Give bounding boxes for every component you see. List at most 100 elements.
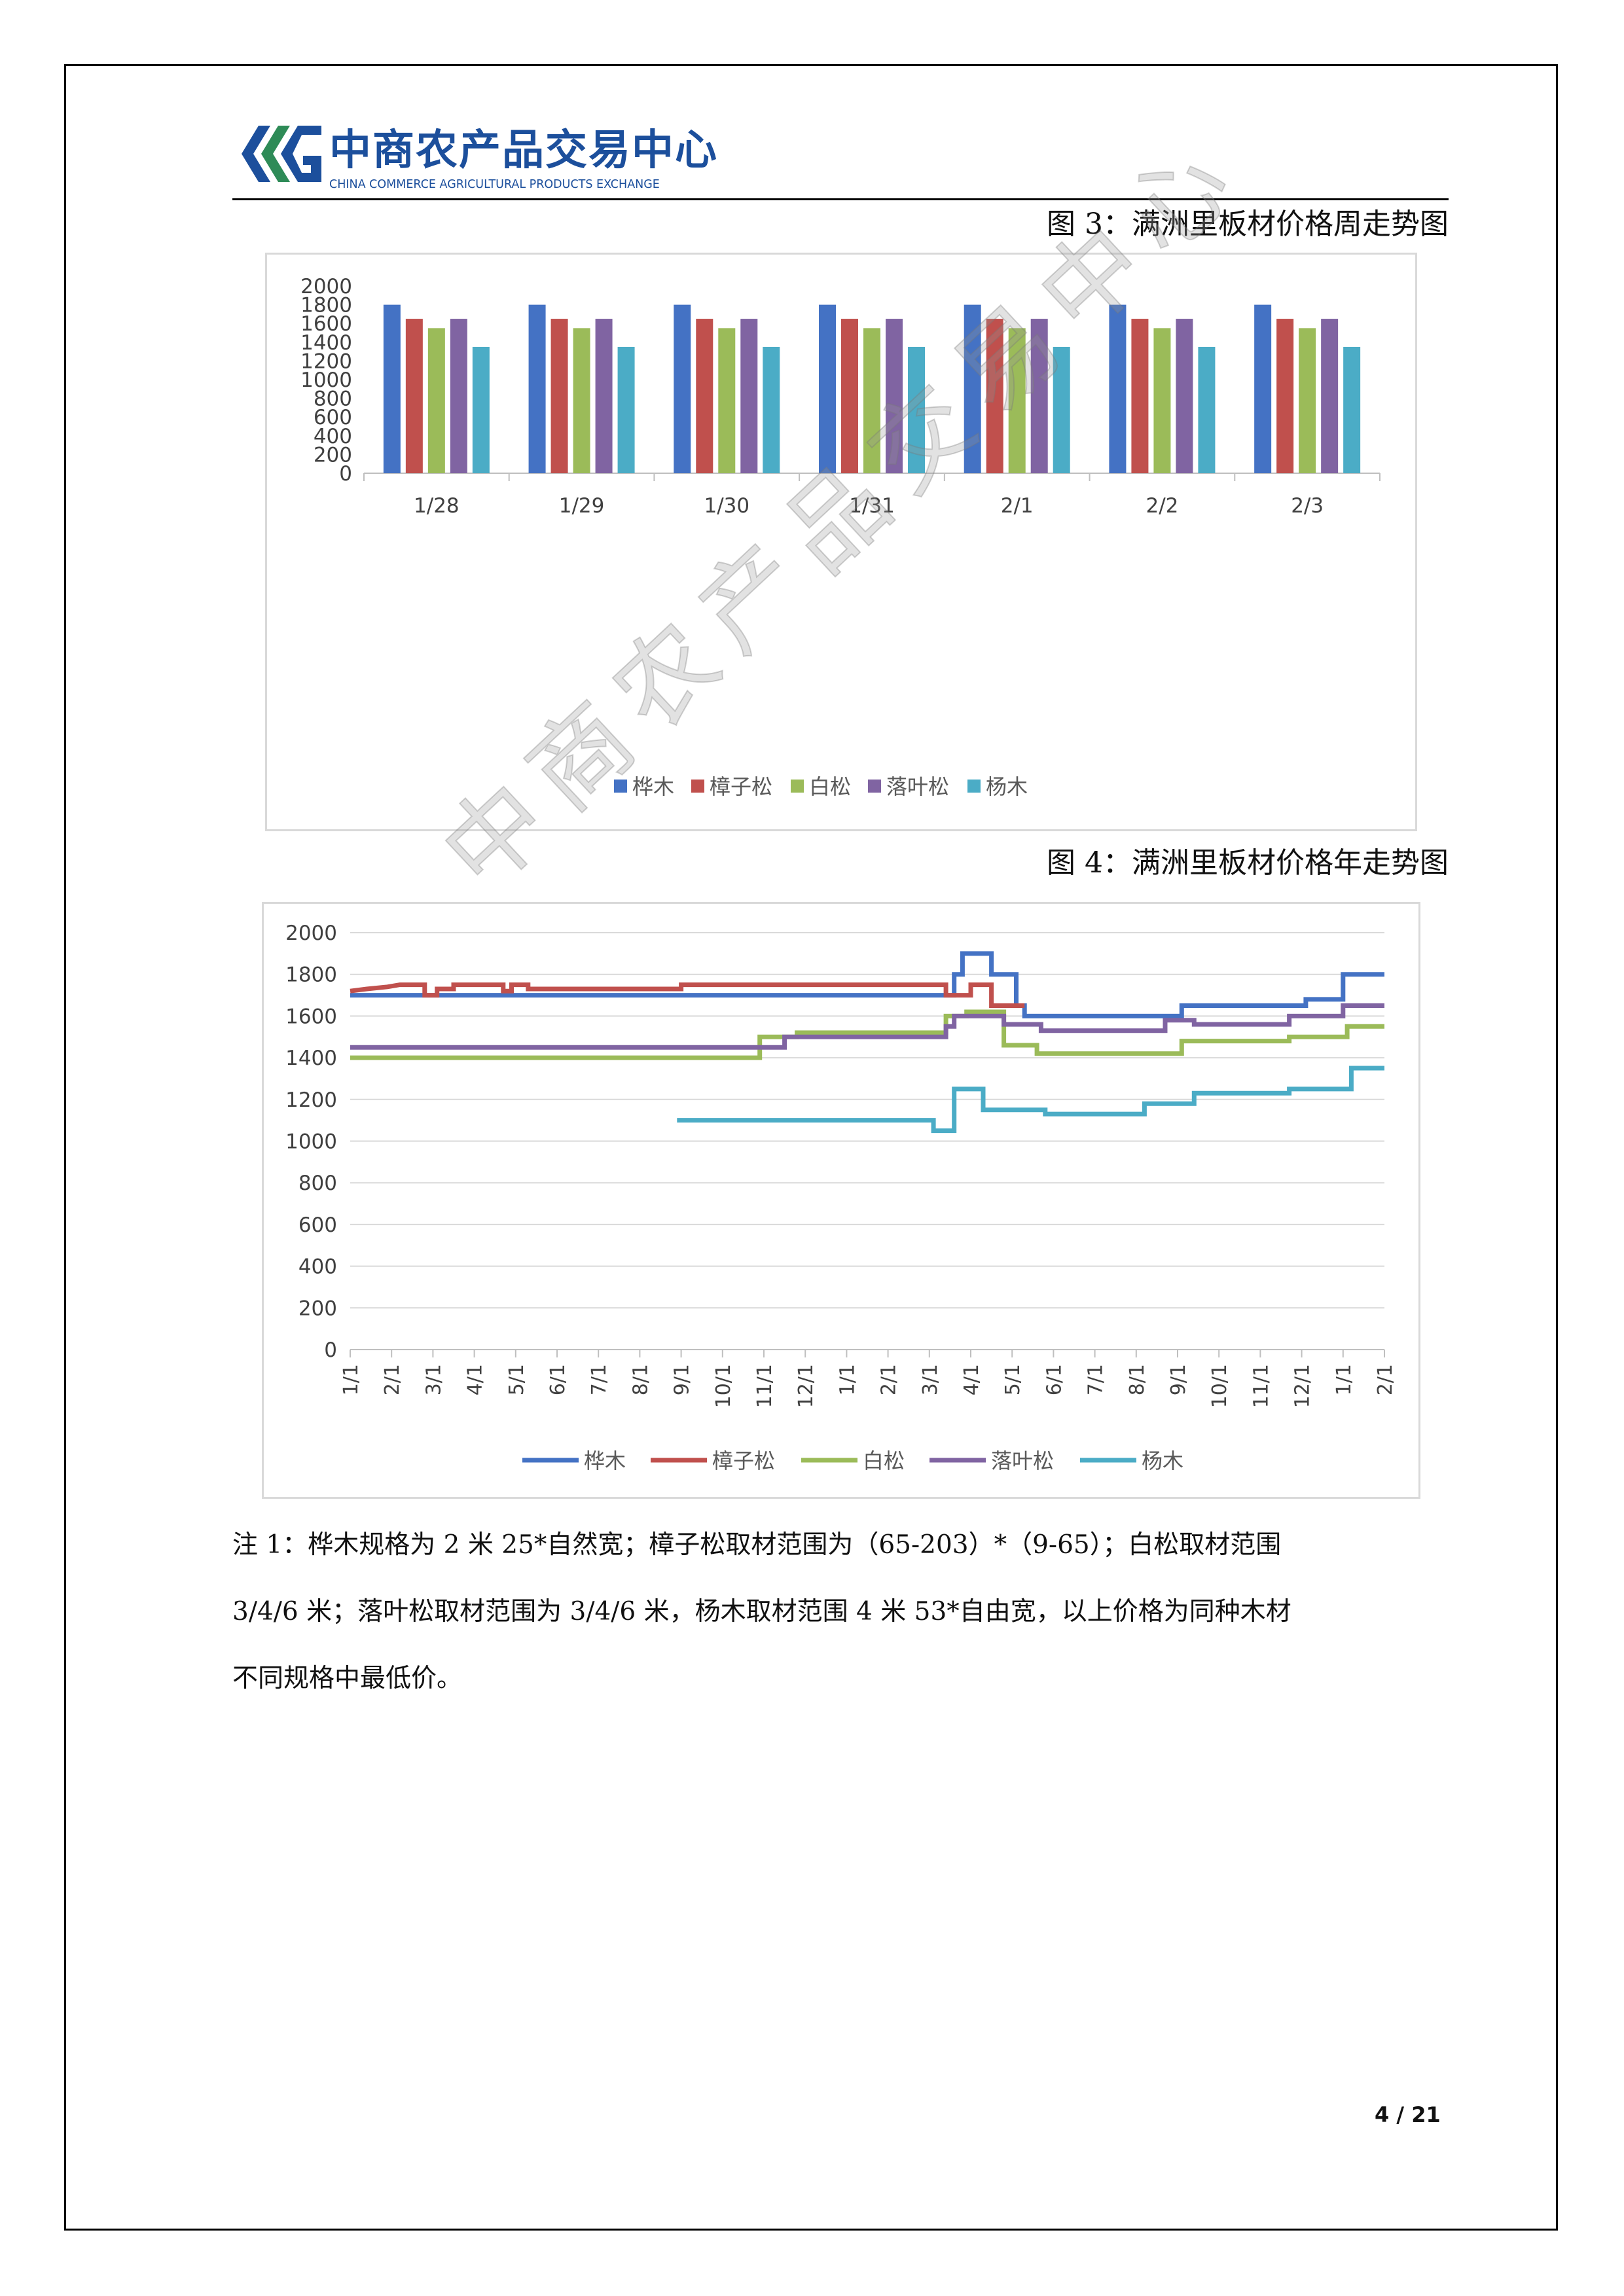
bar-落叶松 — [740, 319, 758, 473]
bar-白松 — [1008, 328, 1026, 473]
bar-樟子松 — [841, 319, 858, 473]
x-tick-label: 2/2 — [1146, 494, 1178, 518]
yearly-line-chart: 0 200 400 600 800 1000 1200 1400 1600 1800 2000 1/1… — [262, 902, 1420, 1499]
series-line-落叶松 — [350, 1003, 1384, 1050]
bar-落叶松 — [595, 319, 613, 473]
x-tick-label: 7/1 — [588, 1364, 611, 1395]
x-tick-label: 6/1 — [547, 1364, 569, 1395]
bar-樟子松 — [986, 319, 1003, 473]
note-line-1: 注 1：桦木规格为 2 米 25*自然宽；樟子松取材范围为（65-203）*（9… — [232, 1530, 1282, 1560]
page-frame — [64, 64, 1558, 2231]
x-tick-label: 1/28 — [414, 494, 460, 518]
bar-落叶松 — [1030, 319, 1048, 473]
series-line-樟子松 — [350, 982, 1025, 1008]
y-tick-label: 1800 — [300, 294, 352, 317]
bar-桦木 — [383, 304, 401, 473]
x-tick-label: 1/1 — [1333, 1364, 1356, 1395]
y-tick-label: 600 — [298, 1213, 337, 1237]
y-tick-label: 400 — [298, 1255, 337, 1279]
legend-label: 杨木 — [986, 774, 1028, 799]
y-tick-label: 1600 — [300, 312, 352, 336]
x-tick-label: 2/1 — [878, 1364, 901, 1395]
x-tick-label: 1/29 — [559, 494, 605, 518]
y-tick-label: 1800 — [285, 963, 337, 987]
legend-swatch — [791, 780, 804, 793]
x-tick-label: 3/1 — [422, 1364, 445, 1395]
x-tick-label: 5/1 — [505, 1364, 528, 1395]
legend-label: 桦木 — [632, 774, 674, 799]
x-tick-label: 2/1 — [1001, 494, 1034, 518]
bar-桦木 — [1109, 304, 1127, 473]
legend-swatch — [691, 780, 704, 793]
bar-白松 — [863, 328, 880, 473]
x-tick-label: 11/1 — [753, 1364, 776, 1408]
y-tick-label: 600 — [314, 406, 352, 429]
y-tick-label: 1200 — [285, 1088, 337, 1112]
legend-label: 白松 — [809, 774, 851, 799]
series-line-杨木 — [677, 1066, 1384, 1134]
x-tick-label: 4/1 — [960, 1364, 983, 1395]
legend-swatch — [614, 780, 627, 793]
legend-label: 落叶松 — [886, 774, 949, 799]
x-tick-label: 2/1 — [381, 1364, 404, 1395]
figure3-title: 图 3：满洲里板材价格周走势图 — [1047, 207, 1449, 241]
x-tick-label: 9/1 — [1167, 1364, 1190, 1395]
x-tick-label: 11/1 — [1250, 1364, 1272, 1408]
y-tick-label: 1400 — [285, 1047, 337, 1070]
note-line-3: 不同规格中最低价。 — [232, 1664, 463, 1693]
x-tick-label: 6/1 — [1043, 1364, 1066, 1395]
logo-english-name: CHINA COMMERCE AGRICULTURAL PRODUCTS EXC… — [329, 178, 660, 191]
header-rule — [232, 198, 1449, 200]
x-tick-label: 4/1 — [464, 1364, 487, 1395]
x-tick-label: 2/3 — [1291, 494, 1324, 518]
note-line-2: 3/4/6 米；落叶松取材范围为 3/4/6 米，杨木取材范围 4 米 53*自… — [232, 1597, 1291, 1626]
bar-杨木 — [617, 346, 635, 473]
y-tick-label: 1000 — [285, 1130, 337, 1154]
bar-桦木 — [674, 304, 691, 473]
legend-swatch — [967, 780, 981, 793]
bar-杨木 — [1053, 346, 1070, 473]
legend-label: 白松 — [863, 1448, 905, 1473]
y-tick-label: 1600 — [285, 1005, 337, 1028]
x-tick-label: 10/1 — [1208, 1364, 1231, 1408]
y-tick-label: 2000 — [300, 275, 352, 298]
bar-杨木 — [763, 346, 780, 473]
figure4-title: 图 4：满洲里板材价格年走势图 — [1047, 846, 1449, 880]
page-number: 4 / 21 — [1375, 2102, 1441, 2127]
legend-label: 杨木 — [1142, 1448, 1183, 1473]
bar-落叶松 — [450, 319, 467, 473]
x-tick-label: 12/1 — [795, 1364, 818, 1408]
y-tick-label: 200 — [314, 443, 352, 467]
legend-label: 樟子松 — [710, 774, 772, 799]
bar-桦木 — [964, 304, 981, 473]
bar-白松 — [718, 328, 736, 473]
bar-落叶松 — [886, 319, 903, 473]
legend-swatch — [868, 780, 881, 793]
y-tick-label: 1000 — [300, 368, 352, 392]
legend-label: 落叶松 — [991, 1448, 1054, 1473]
y-tick-label: 0 — [339, 462, 352, 486]
bar-白松 — [1153, 328, 1171, 473]
bar-杨木 — [1198, 346, 1216, 473]
bar-樟子松 — [405, 319, 423, 473]
x-tick-label: 12/1 — [1291, 1364, 1314, 1408]
bar-樟子松 — [550, 319, 568, 473]
bar-杨木 — [1343, 346, 1361, 473]
y-tick-label: 1400 — [300, 331, 352, 355]
legend-label: 桦木 — [584, 1448, 626, 1473]
bar-白松 — [1299, 328, 1316, 473]
x-tick-label: 8/1 — [1126, 1364, 1149, 1395]
y-tick-label: 2000 — [285, 922, 337, 945]
x-tick-label: 1/1 — [836, 1364, 859, 1395]
x-tick-label: 1/1 — [340, 1364, 363, 1395]
logo-icon — [242, 126, 321, 182]
x-tick-label: 1/30 — [704, 494, 749, 518]
bar-杨木 — [908, 346, 925, 473]
y-tick-label: 400 — [314, 425, 352, 448]
bar-白松 — [573, 328, 590, 473]
bar-樟子松 — [1131, 319, 1149, 473]
x-tick-label: 7/1 — [1085, 1364, 1108, 1395]
bar-落叶松 — [1176, 319, 1193, 473]
x-tick-label: 2/1 — [1374, 1364, 1397, 1395]
